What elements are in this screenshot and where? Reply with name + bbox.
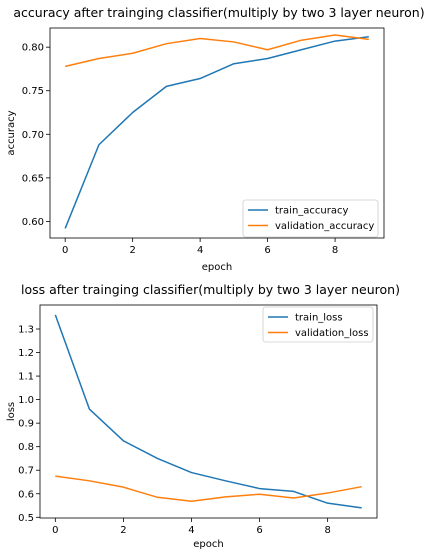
x-tick-label: 6 bbox=[264, 245, 270, 256]
y-tick-label: 0.75 bbox=[22, 86, 44, 97]
chart-1: accuracy after trainging classifier(mult… bbox=[6, 5, 424, 273]
x-axis-label: epoch bbox=[193, 539, 223, 550]
legend-box bbox=[262, 306, 374, 343]
chart-title: loss after trainging classifier(multiply… bbox=[21, 282, 400, 297]
y-tick-label: 0.70 bbox=[22, 130, 44, 141]
y-tick-label: 0.65 bbox=[22, 173, 44, 184]
y-tick-label: 1.2 bbox=[18, 348, 34, 359]
chart-2: loss after trainging classifier(multiply… bbox=[6, 282, 400, 550]
legend-box bbox=[242, 199, 379, 238]
legend-label-train-accuracy: train_accuracy bbox=[275, 206, 348, 217]
y-tick-label: 0.6 bbox=[18, 489, 34, 500]
x-tick-label: 0 bbox=[62, 245, 68, 256]
x-tick-label: 0 bbox=[52, 525, 58, 536]
x-tick-label: 2 bbox=[129, 245, 135, 256]
y-tick-label: 0.9 bbox=[18, 419, 34, 430]
x-tick-label: 4 bbox=[188, 525, 194, 536]
legend-label-validation-accuracy: validation_accuracy bbox=[275, 221, 374, 232]
y-tick-label: 0.7 bbox=[18, 466, 34, 477]
x-tick-label: 2 bbox=[120, 525, 126, 536]
series-line-train-accuracy bbox=[64, 35, 369, 229]
y-axis-label: loss bbox=[6, 402, 17, 421]
legend-label-train-loss: train_loss bbox=[295, 313, 343, 324]
x-axis-label: epoch bbox=[202, 262, 232, 273]
legend: train_accuracy validation_accuracy bbox=[242, 199, 379, 238]
plot-frame bbox=[49, 27, 385, 239]
y-tick-label: 1.3 bbox=[18, 325, 34, 336]
y-tick-label: 0.80 bbox=[22, 43, 44, 54]
y-tick-label: 0.8 bbox=[18, 442, 34, 453]
y-tick-label: 1.1 bbox=[18, 372, 34, 383]
y-tick-label: 0.5 bbox=[18, 513, 34, 524]
chart-title: accuracy after trainging classifier(mult… bbox=[13, 5, 424, 20]
x-tick-label: 4 bbox=[197, 245, 203, 256]
series-line-train-loss bbox=[54, 314, 362, 509]
legend-label-validation-loss: validation_loss bbox=[295, 328, 369, 339]
x-tick-label: 8 bbox=[332, 245, 338, 256]
series-line-validation-accuracy bbox=[65, 34, 369, 68]
legend: train_loss validation_loss bbox=[262, 306, 374, 343]
x-tick-label: 8 bbox=[324, 525, 330, 536]
x-tick-label: 6 bbox=[256, 525, 262, 536]
series-line-validation-loss bbox=[55, 475, 362, 503]
y-tick-label: 1.0 bbox=[18, 395, 34, 406]
plot-frame bbox=[39, 304, 378, 519]
y-tick-label: 0.60 bbox=[22, 217, 44, 228]
y-axis-label: accuracy bbox=[6, 110, 17, 155]
